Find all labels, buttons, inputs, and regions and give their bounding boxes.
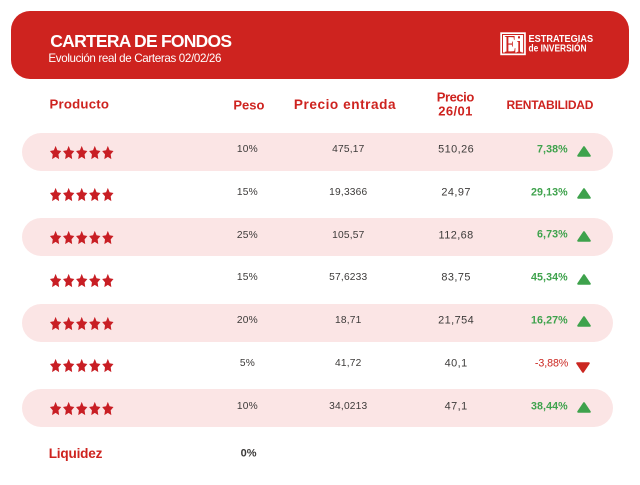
svg-text:ESTRATEGIAS: ESTRATEGIAS (528, 32, 593, 44)
svg-text:de INVERSIÓN: de INVERSIÓN (528, 41, 586, 54)
svg-text:Ei: Ei (504, 29, 522, 57)
